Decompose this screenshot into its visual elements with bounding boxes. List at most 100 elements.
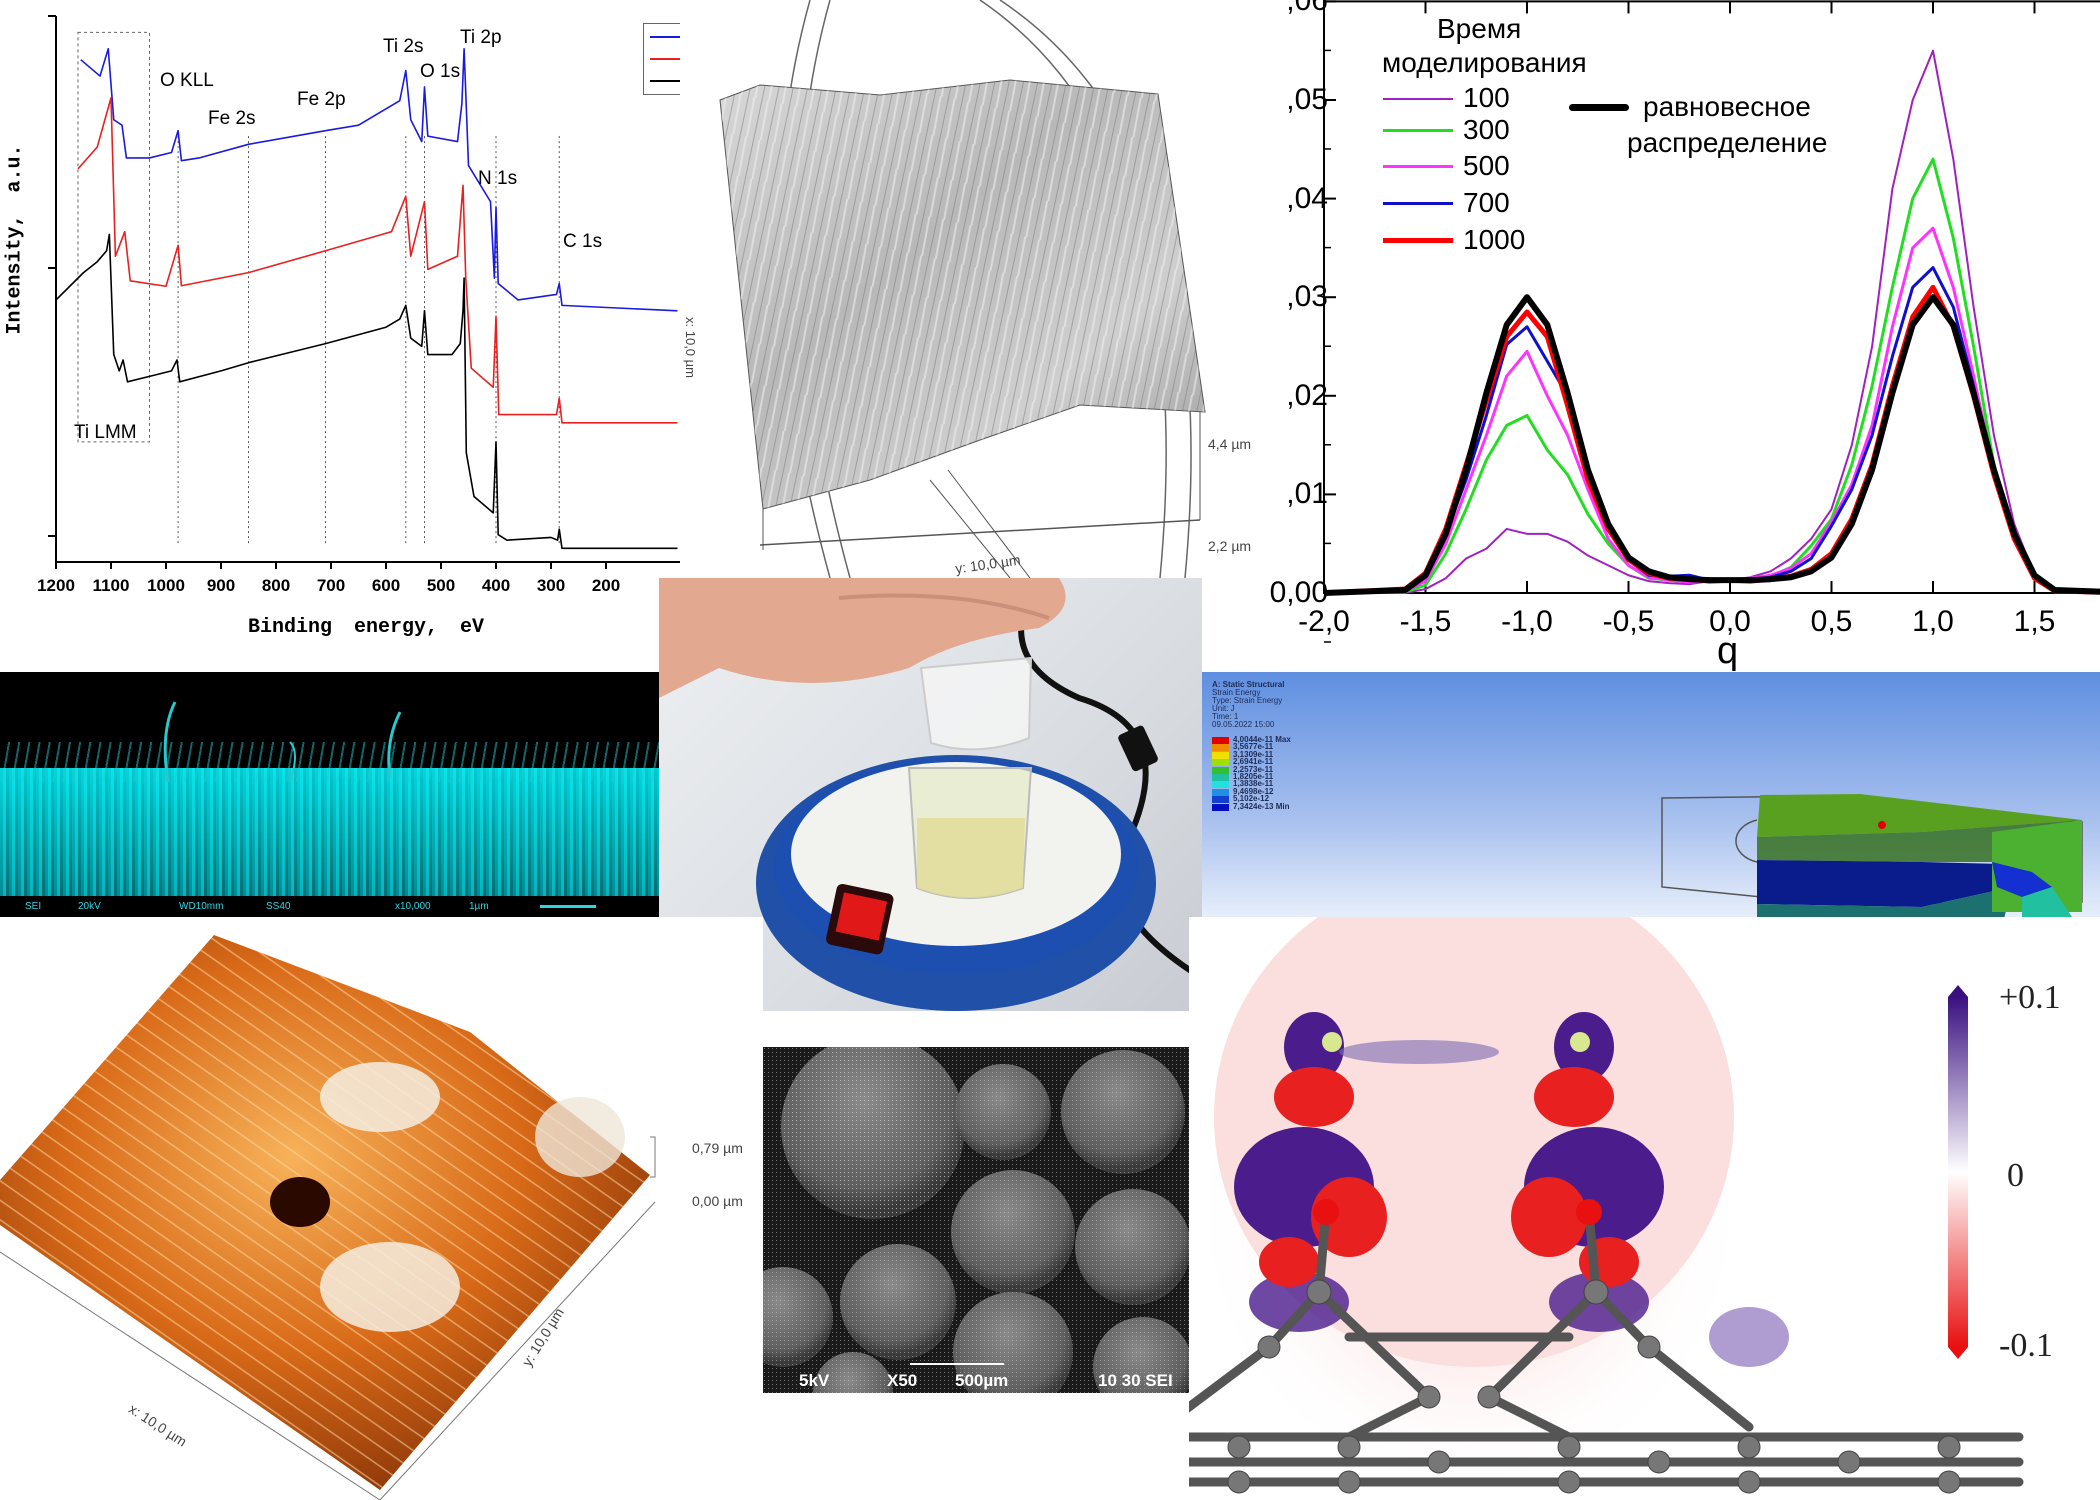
xps-x-tick-label: 300 — [536, 576, 566, 595]
ansys-header-line: Type: Strain Energy — [1212, 696, 1283, 705]
distribution-x-tick-label: -1,0 — [1501, 605, 1553, 638]
legend-label-100: 100 — [1463, 82, 1510, 113]
xps-series-black — [55, 233, 678, 550]
legend-line-100 — [1383, 98, 1453, 100]
distribution-y-tick-label: ,05 — [1286, 83, 1328, 116]
sem-microspheres-image — [763, 1047, 1189, 1393]
xps-plot-area — [48, 15, 680, 569]
afm-gray-render — [719, 0, 1206, 578]
distribution-y-tick-label: ,02 — [1286, 378, 1328, 412]
charge-density-render — [1189, 917, 2024, 1500]
carbon-atoms — [1227, 1279, 1961, 1494]
ansys-legend-value: 5,102e-12 — [1233, 794, 1270, 804]
dopant-atom — [1570, 1032, 1590, 1052]
legend-label-1000: 1000 — [1463, 224, 1526, 255]
xps-x-tick-label: 1200 — [37, 576, 75, 595]
sem-gray-magnification: X50 — [887, 1371, 918, 1390]
ansys-legend-swatch — [1212, 796, 1229, 804]
peak-label-ti-lmm: Ti LMM — [74, 422, 137, 443]
ansys-legend-swatch — [1212, 751, 1229, 759]
afm-gray-surface-image: x: 10,0 µm y: 10,0 µm 4,4 µm 2,2 µm — [680, 0, 1255, 578]
sem-gray-info: 10 30 SEI — [1098, 1371, 1173, 1390]
ansys-legend-value: 3,5677e-11 — [1233, 742, 1274, 752]
xps-x-tick-label: 600 — [371, 576, 401, 595]
sem-voltage: 20kV — [78, 901, 101, 912]
xps-x-tick-label: 800 — [261, 576, 291, 595]
peak-label-fe-2s: Fe 2s — [208, 108, 256, 129]
legend-line-500 — [1383, 165, 1453, 168]
afm-orange-z-top: 0,79 µm — [692, 1140, 743, 1156]
distribution-x-tick-label: 0,0 — [1709, 605, 1751, 638]
ansys-header-line: Strain Energy — [1212, 688, 1261, 697]
peak-label-ti-2p: Ti 2p — [460, 27, 502, 48]
ansys-legend-swatch — [1212, 803, 1229, 811]
xps-x-axis-title: Binding energy, eV — [248, 616, 485, 639]
peak-label-n-1s: N 1s — [478, 168, 518, 189]
distribution-y-tick-label: ,06 — [1286, 0, 1328, 18]
ansys-legend-value: 1,8205e-11 — [1233, 772, 1274, 781]
photo-scene — [659, 578, 1202, 1011]
sem-sample-layer — [0, 768, 659, 896]
sem-spheres — [763, 1047, 1189, 1393]
afm-orange-surface-image: 0,79 µm 0,00 µm x: 10,0 µm y: 10,0 µm — [0, 917, 763, 1500]
sem-nanowire-tips — [0, 742, 659, 782]
distribution-y-tick-label: ,03 — [1286, 280, 1328, 314]
xps-x-tick-label: 400 — [481, 576, 511, 595]
legend-line-blue — [650, 36, 680, 38]
legend-label-700: 700 — [1463, 187, 1510, 218]
ti-lmm-region-box — [77, 31, 150, 443]
xps-y-axis-title: Intensity, a.u. — [3, 144, 27, 335]
afm-gray-z-mid: 2,2 µm — [1208, 538, 1252, 554]
xps-x-tick-label: 1100 — [92, 576, 130, 595]
ansys-legend-swatch — [1212, 737, 1229, 744]
sem-mode: SEI — [25, 901, 42, 912]
distribution-x-tick-label: -1,5 — [1399, 605, 1452, 638]
distribution-y-tick-label: 0,00 — [1269, 576, 1328, 609]
sem-nanowires — [163, 701, 402, 783]
legend-label-500: 500 — [1463, 150, 1510, 181]
ansys-legend-value: 2,2573e-11 — [1233, 764, 1274, 774]
peak-label-c-1s: C 1s — [563, 231, 603, 252]
afm-orange-z-bottom: 0,00 µm — [692, 1193, 743, 1209]
sem-working-distance: WD10mm — [179, 901, 224, 912]
ansys-legend-value: 9,4698e-12 — [1233, 786, 1274, 796]
sem-nanowire-image — [0, 672, 659, 917]
legend-line-red — [650, 58, 680, 60]
legend-line-700 — [1383, 202, 1453, 205]
dopant-atom — [1322, 1032, 1342, 1052]
ansys-legend-value: 4,0044e-11 Max — [1233, 735, 1291, 744]
distribution-x-axis-title: q — [1717, 630, 1739, 672]
sem-spot-size: SS40 — [266, 901, 291, 912]
ansys-header-line: Unit: J — [1212, 704, 1235, 713]
ansys-legend-swatch — [1212, 774, 1229, 781]
ansys-strain-energy-view: A: Static Structural Strain Energy Type: S… — [1202, 672, 2100, 917]
afm-orange-render — [0, 935, 656, 1500]
ansys-legend-value: 7,3424e-13 Min — [1233, 801, 1290, 811]
afm-gray-z-top: 4,4 µm — [1208, 436, 1252, 452]
peak-label-o-kll: O KLL — [160, 70, 214, 91]
legend-line-black — [650, 80, 680, 82]
ansys-legend-swatch — [1212, 744, 1229, 752]
peak-label-o-1s: O 1s — [420, 61, 461, 82]
sem-scale-bar — [540, 905, 596, 908]
charge-density-difference-map: +0.1 0 -0.1 — [1189, 917, 2100, 1500]
distribution-x-tick-label: 1,5 — [2013, 605, 2056, 638]
ansys-legend-swatch — [1212, 788, 1229, 796]
xps-series-blue — [80, 47, 678, 312]
magnetic-stirrer-photo — [659, 578, 1202, 1011]
peak-label-ti-2s: Ti 2s — [383, 36, 424, 57]
colorbar — [1948, 997, 1968, 1347]
ansys-legend-value: 3,1309e-11 — [1233, 749, 1274, 759]
xps-x-tick-label: 500 — [426, 576, 456, 595]
ansys-legend-swatch — [1212, 781, 1229, 789]
distribution-series-равновесное-распределение — [1323, 294, 2100, 596]
legend-label-equilibrium-2: распределение — [1627, 127, 1828, 158]
legend-title-line2: моделирования — [1382, 47, 1587, 78]
legend-line-300 — [1383, 129, 1453, 132]
sem-gray-scale-label: 500µm — [955, 1371, 1009, 1390]
distribution-chart: ,06 ,05 ,04 ,03 ,02 ,01 0,00 -2,0 -1,5 -1,0 -0,5 0,… — [1255, 0, 2100, 672]
sem-scale-label: 1µm — [469, 901, 489, 912]
peak-label-fe-2p: Fe 2p — [297, 89, 346, 110]
microsphere — [763, 1047, 1189, 1393]
ansys-header-line: A: Static Structural — [1212, 680, 1285, 689]
